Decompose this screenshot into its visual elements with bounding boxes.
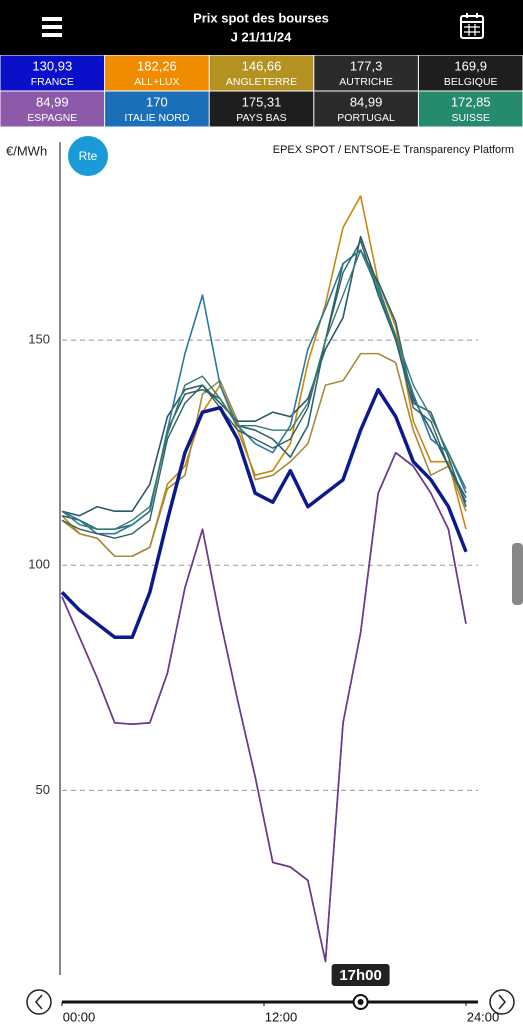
time-bubble-label: 17h00 bbox=[339, 967, 382, 984]
rte-logo-text: Rte bbox=[79, 149, 98, 163]
series-line bbox=[61, 451, 467, 963]
legend-price: 84,99 bbox=[350, 94, 383, 109]
legend-price: 177,3 bbox=[350, 58, 383, 73]
legend-price: 84,99 bbox=[36, 94, 69, 109]
legend-price: 172,85 bbox=[451, 94, 491, 109]
legend-name: FRANCE bbox=[31, 76, 74, 88]
legend-price: 182,26 bbox=[137, 58, 177, 73]
y-tick-label: 150 bbox=[28, 332, 50, 347]
series-line bbox=[61, 249, 467, 535]
rte-logo bbox=[68, 136, 108, 176]
legend-tile bbox=[418, 55, 523, 91]
series-line bbox=[61, 352, 467, 558]
legend-tile bbox=[0, 55, 105, 91]
legend-name: BELGIQUE bbox=[444, 76, 498, 88]
series-line bbox=[60, 387, 468, 640]
legend-tile bbox=[314, 91, 418, 127]
legend-name: ALL+LUX bbox=[134, 76, 179, 88]
header-title: Prix spot des bourses bbox=[193, 10, 329, 25]
x-tick-label: 12:00 bbox=[265, 1009, 298, 1024]
prev-button[interactable] bbox=[26, 989, 52, 1015]
series-line bbox=[61, 249, 467, 531]
side-handle[interactable] bbox=[512, 543, 523, 605]
calendar-button[interactable] bbox=[460, 13, 484, 39]
series-line bbox=[61, 249, 467, 530]
legend-name: AUTRICHE bbox=[339, 76, 393, 88]
menu-button[interactable] bbox=[42, 17, 62, 37]
time-bubble bbox=[331, 964, 390, 986]
legend-name: PAYS BAS bbox=[236, 112, 286, 124]
legend-price: 170 bbox=[146, 94, 168, 109]
legend-name: PORTUGAL bbox=[337, 112, 395, 124]
legend-tile bbox=[0, 91, 105, 127]
legend-tile bbox=[418, 91, 523, 127]
legend-price: 169,9 bbox=[454, 58, 487, 73]
legend-tile bbox=[105, 55, 209, 91]
y-tick-label: 100 bbox=[28, 557, 50, 572]
legend-name: SUISSE bbox=[451, 112, 490, 124]
legend-price: 146,66 bbox=[242, 58, 282, 73]
legend-price: 130,93 bbox=[32, 58, 72, 73]
y-axis-label: €/MWh bbox=[6, 143, 47, 158]
y-tick-label: 50 bbox=[36, 782, 50, 797]
legend-name: ESPAGNE bbox=[27, 112, 77, 124]
legend-price: 175,31 bbox=[242, 94, 282, 109]
legend-tile bbox=[314, 55, 418, 91]
legend-tile bbox=[209, 91, 314, 127]
legend-tile bbox=[105, 91, 209, 127]
header-bar bbox=[0, 0, 523, 55]
legend-name: ANGLETERRE bbox=[226, 76, 297, 88]
series-line bbox=[61, 240, 467, 539]
legend-name: ITALIE NORD bbox=[124, 112, 190, 124]
x-tick-label: 00:00 bbox=[63, 1009, 96, 1024]
header-subtitle: J 21/11/24 bbox=[231, 29, 292, 44]
x-tick-label: 24:00 bbox=[467, 1009, 500, 1024]
legend-tile bbox=[209, 55, 314, 91]
next-button[interactable] bbox=[489, 989, 515, 1015]
time-slider-knob-dot bbox=[357, 999, 364, 1005]
source-text: EPEX SPOT / ENTSOE-E Transparency Platfo… bbox=[273, 144, 514, 156]
